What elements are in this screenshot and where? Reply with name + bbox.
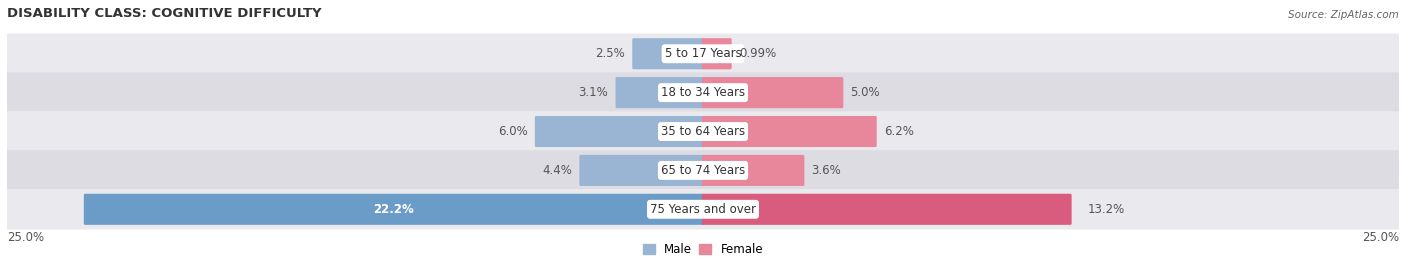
Text: 3.1%: 3.1%	[579, 86, 609, 99]
Text: 2.5%: 2.5%	[595, 47, 626, 60]
FancyBboxPatch shape	[702, 38, 731, 69]
FancyBboxPatch shape	[702, 116, 877, 147]
FancyBboxPatch shape	[702, 155, 804, 186]
FancyBboxPatch shape	[6, 111, 1400, 152]
Text: DISABILITY CLASS: COGNITIVE DIFFICULTY: DISABILITY CLASS: COGNITIVE DIFFICULTY	[7, 8, 322, 20]
FancyBboxPatch shape	[702, 194, 1071, 225]
Text: 65 to 74 Years: 65 to 74 Years	[661, 164, 745, 177]
Text: 6.2%: 6.2%	[884, 125, 914, 138]
Text: 25.0%: 25.0%	[1362, 231, 1399, 244]
FancyBboxPatch shape	[534, 116, 704, 147]
Text: 5.0%: 5.0%	[851, 86, 880, 99]
Text: 4.4%: 4.4%	[543, 164, 572, 177]
Text: Source: ZipAtlas.com: Source: ZipAtlas.com	[1288, 10, 1399, 20]
Text: 22.2%: 22.2%	[374, 203, 415, 216]
Text: 25.0%: 25.0%	[7, 231, 44, 244]
FancyBboxPatch shape	[616, 77, 704, 108]
FancyBboxPatch shape	[6, 150, 1400, 191]
Text: 35 to 64 Years: 35 to 64 Years	[661, 125, 745, 138]
Text: 75 Years and over: 75 Years and over	[650, 203, 756, 216]
Text: 3.6%: 3.6%	[811, 164, 841, 177]
Text: 0.99%: 0.99%	[740, 47, 776, 60]
Legend: Male, Female: Male, Female	[638, 238, 768, 260]
Text: 13.2%: 13.2%	[1087, 203, 1125, 216]
FancyBboxPatch shape	[633, 38, 704, 69]
FancyBboxPatch shape	[84, 194, 704, 225]
FancyBboxPatch shape	[6, 72, 1400, 113]
FancyBboxPatch shape	[6, 34, 1400, 74]
Text: 5 to 17 Years: 5 to 17 Years	[665, 47, 741, 60]
Text: 6.0%: 6.0%	[498, 125, 527, 138]
FancyBboxPatch shape	[702, 77, 844, 108]
FancyBboxPatch shape	[6, 189, 1400, 229]
FancyBboxPatch shape	[579, 155, 704, 186]
Text: 18 to 34 Years: 18 to 34 Years	[661, 86, 745, 99]
